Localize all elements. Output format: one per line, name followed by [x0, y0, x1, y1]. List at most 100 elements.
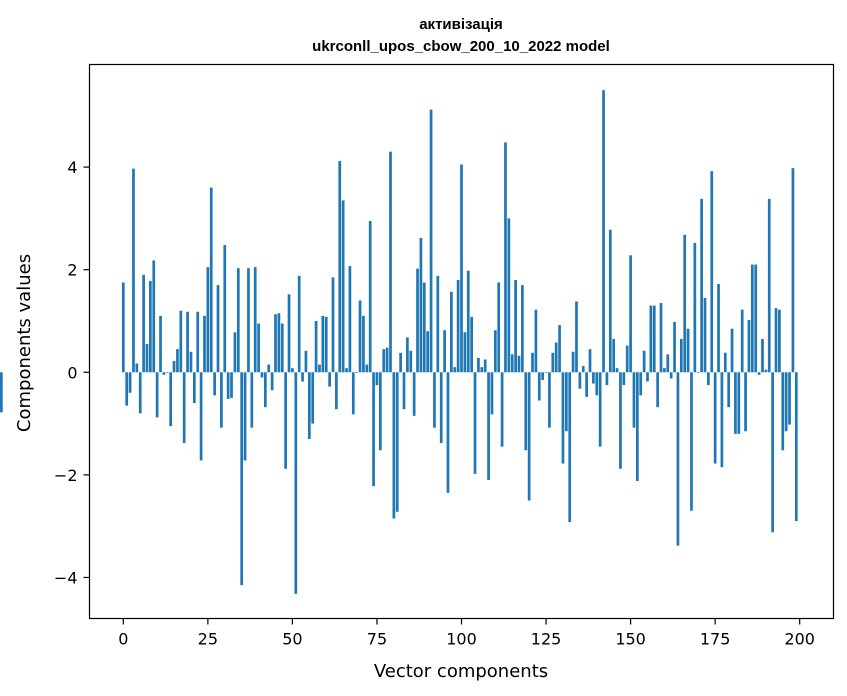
bar [121, 282, 125, 373]
bar [720, 372, 724, 468]
x-axis-label: Vector components [374, 661, 548, 682]
bar [598, 372, 602, 447]
bar [612, 338, 616, 373]
chart-subtitle: ukrconll_upos_cbow_200_10_2022 model [312, 38, 610, 55]
bar [395, 372, 399, 512]
bar [304, 350, 308, 373]
bar [713, 372, 717, 464]
bar [223, 245, 227, 373]
bar [233, 332, 237, 373]
bar [142, 274, 145, 373]
bar [382, 349, 386, 373]
bar [625, 345, 629, 373]
bar [257, 323, 260, 373]
bar [652, 305, 656, 373]
bar [453, 367, 457, 373]
bar [189, 351, 193, 373]
bar [446, 372, 450, 493]
bar [778, 309, 781, 373]
bar [740, 309, 744, 373]
bar [321, 315, 325, 373]
bar [750, 264, 754, 373]
bar [581, 366, 585, 373]
bar [564, 372, 568, 432]
bar [199, 372, 203, 461]
bar [138, 372, 142, 414]
bar [788, 372, 791, 425]
bar [666, 354, 670, 373]
bar [169, 372, 173, 427]
bar [385, 347, 389, 373]
bar [561, 372, 565, 464]
bar [179, 310, 183, 373]
bar [632, 372, 636, 428]
bar [236, 268, 240, 373]
x-tick-label: 0 [118, 630, 128, 649]
bar [730, 328, 734, 373]
bar [723, 352, 727, 373]
bar [341, 200, 345, 373]
bar [402, 372, 406, 410]
bar [764, 369, 768, 373]
bar [294, 372, 298, 594]
y-axis-label: Components values [14, 254, 35, 432]
bar [145, 344, 149, 373]
bar [493, 330, 497, 373]
bar [531, 352, 534, 373]
bar [372, 372, 375, 487]
bar [761, 338, 764, 373]
bar [673, 322, 676, 373]
bar [592, 372, 595, 384]
bar [524, 372, 528, 451]
bar [727, 372, 731, 408]
bar [686, 328, 690, 373]
bar [500, 372, 504, 447]
y-tick-label: −4 [54, 568, 78, 587]
bar [436, 275, 440, 373]
x-tick-label: 100 [446, 630, 477, 649]
y-axis-ticks: −4 −2 0 2 4 [54, 158, 90, 587]
bar [280, 323, 284, 373]
bar [608, 229, 612, 373]
bar [548, 372, 551, 428]
bar [176, 349, 179, 373]
bar [318, 364, 321, 373]
bar [754, 264, 758, 373]
bar [375, 372, 379, 386]
bar [622, 372, 626, 386]
bar [781, 372, 785, 451]
bar [707, 372, 710, 386]
bar [791, 168, 795, 373]
bar [203, 315, 206, 373]
bar [629, 255, 632, 373]
bar [311, 372, 315, 424]
bar [335, 372, 338, 410]
bar [399, 352, 402, 373]
bar [639, 372, 643, 396]
bar [700, 198, 703, 373]
x-tick-label: 125 [531, 630, 562, 649]
bar [784, 372, 788, 432]
y-tick-label: −2 [54, 466, 78, 485]
bar [253, 267, 257, 373]
bar [554, 342, 558, 373]
bar [737, 372, 741, 434]
bar [642, 350, 646, 373]
bar [291, 368, 294, 373]
bar [463, 332, 467, 373]
bar [487, 372, 490, 480]
x-tick-label: 200 [784, 630, 815, 649]
bar [514, 279, 517, 373]
bar [192, 372, 196, 404]
bar [433, 372, 436, 428]
bar [220, 372, 223, 428]
bar [264, 372, 267, 408]
bar [412, 372, 416, 416]
bar [250, 372, 254, 428]
bar [307, 372, 311, 439]
bar [338, 160, 342, 373]
x-tick-label: 50 [282, 630, 302, 649]
bar [585, 372, 588, 397]
bar [558, 325, 561, 373]
